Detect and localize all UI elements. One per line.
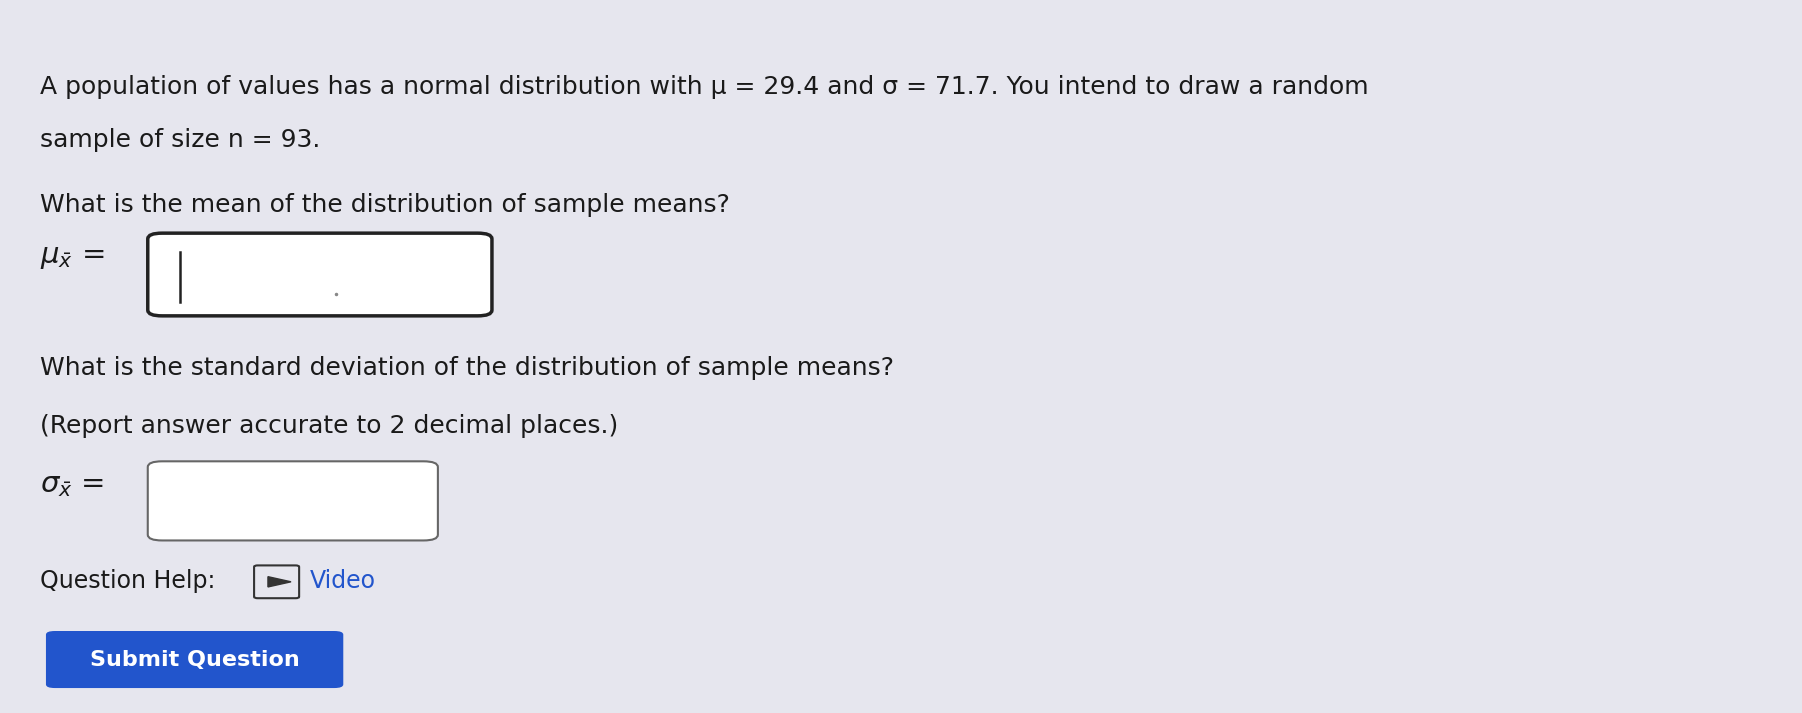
FancyBboxPatch shape <box>47 631 342 688</box>
Text: Submit Question: Submit Question <box>90 650 299 670</box>
Text: (Report answer accurate to 2 decimal places.): (Report answer accurate to 2 decimal pla… <box>40 414 618 438</box>
Text: What is the mean of the distribution of sample means?: What is the mean of the distribution of … <box>40 193 730 217</box>
Text: $\mu_{\bar{x}}$ =: $\mu_{\bar{x}}$ = <box>40 242 105 271</box>
Text: What is the standard deviation of the distribution of sample means?: What is the standard deviation of the di… <box>40 356 894 381</box>
FancyBboxPatch shape <box>148 233 492 316</box>
Text: Video: Video <box>310 569 377 593</box>
Text: A population of values has a normal distribution with μ = 29.4 and σ = 71.7. You: A population of values has a normal dist… <box>40 75 1368 99</box>
FancyBboxPatch shape <box>254 565 299 598</box>
Text: $\sigma_{\bar{x}}$ =: $\sigma_{\bar{x}}$ = <box>40 471 103 499</box>
Text: Question Help:: Question Help: <box>40 569 214 593</box>
Text: sample of size n = 93.: sample of size n = 93. <box>40 128 321 153</box>
Polygon shape <box>268 577 292 587</box>
FancyBboxPatch shape <box>148 461 438 540</box>
